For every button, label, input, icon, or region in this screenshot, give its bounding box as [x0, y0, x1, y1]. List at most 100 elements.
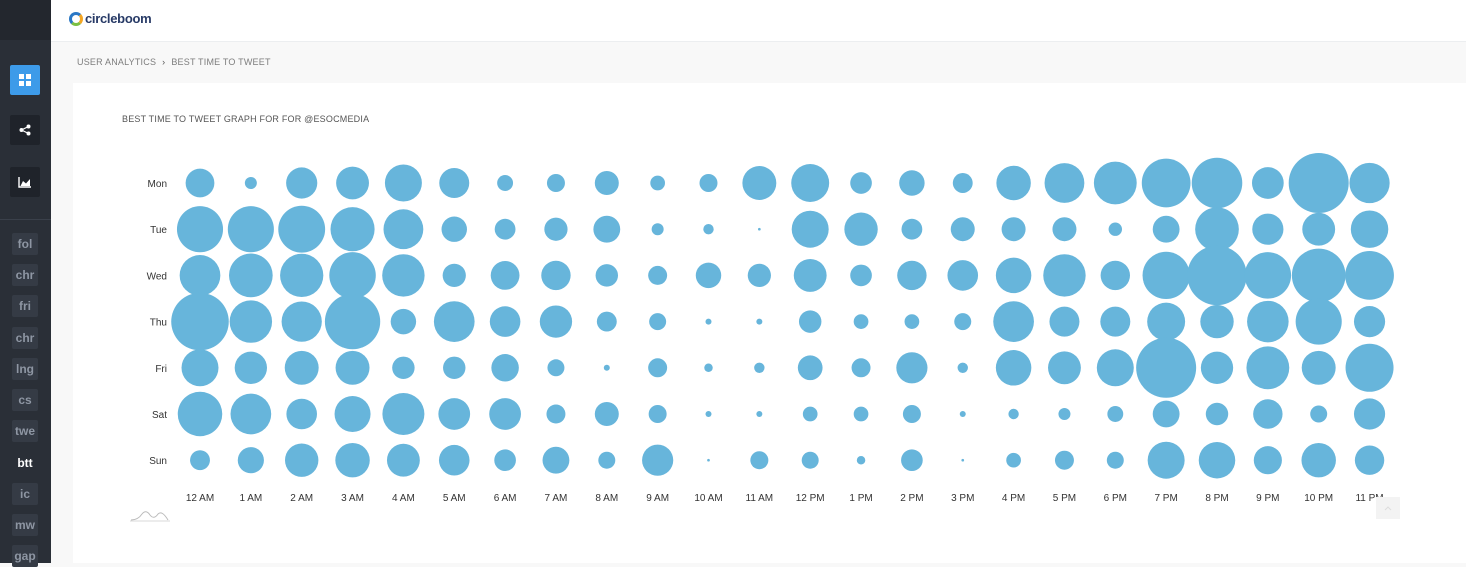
bubble-fri-8am[interactable] — [603, 364, 610, 371]
bubble-mon-8am[interactable] — [594, 171, 619, 195]
bubble-sun-5am[interactable] — [438, 444, 470, 476]
sidebar-tag-chr[interactable]: chr — [12, 264, 38, 286]
bubble-tue-5am[interactable] — [441, 216, 467, 242]
bubble-sun-12pm[interactable] — [801, 451, 819, 469]
bubble-fri-6pm[interactable] — [1096, 349, 1134, 387]
bubble-thu-8pm[interactable] — [1200, 304, 1234, 339]
bubble-sat-5pm[interactable] — [1058, 408, 1071, 420]
bubble-mon-4am[interactable] — [384, 164, 422, 202]
bubble-fri-1am[interactable] — [234, 351, 268, 384]
bubble-tue-7pm[interactable] — [1152, 215, 1180, 243]
bubble-mon-3am[interactable] — [336, 166, 369, 200]
bubble-wed-11am[interactable] — [747, 263, 771, 288]
bubble-wed-4am[interactable] — [382, 254, 425, 297]
bubble-sat-3am[interactable] — [334, 396, 371, 432]
bubble-sun-4am[interactable] — [386, 443, 420, 477]
bubble-fri-3am[interactable] — [335, 350, 370, 385]
bubble-fri-6am[interactable] — [491, 354, 519, 382]
bubble-fri-9pm[interactable] — [1246, 346, 1290, 390]
bubble-fri-5am[interactable] — [443, 356, 466, 380]
bubble-sun-8pm[interactable] — [1198, 441, 1236, 479]
bubble-wed-5am[interactable] — [442, 263, 466, 288]
bubble-wed-6pm[interactable] — [1100, 260, 1131, 291]
bubble-sun-10am[interactable] — [707, 458, 710, 462]
bubble-mon-5pm[interactable] — [1044, 163, 1085, 203]
bubble-fri-7am[interactable] — [547, 359, 565, 377]
bubble-wed-9pm[interactable] — [1244, 252, 1292, 299]
bubble-tue-6pm[interactable] — [1108, 222, 1123, 236]
bubble-thu-9am[interactable] — [649, 313, 667, 331]
bubble-mon-10pm[interactable] — [1288, 153, 1349, 213]
bubble-sat-7pm[interactable] — [1152, 400, 1180, 428]
bubble-mon-2am[interactable] — [286, 167, 318, 199]
bubble-thu-10am[interactable] — [705, 318, 712, 325]
bubble-sun-6pm[interactable] — [1106, 451, 1124, 469]
bubble-thu-12pm[interactable] — [798, 310, 822, 333]
bubble-wed-7pm[interactable] — [1142, 251, 1190, 300]
analytics-button[interactable] — [10, 167, 40, 197]
bubble-thu-11pm[interactable] — [1353, 306, 1386, 338]
bubble-thu-6pm[interactable] — [1100, 306, 1131, 337]
bubble-thu-8am[interactable] — [596, 311, 617, 332]
bubble-fri-1pm[interactable] — [851, 358, 871, 378]
bubble-thu-4pm[interactable] — [993, 301, 1034, 342]
bubble-wed-12am[interactable] — [179, 255, 221, 296]
bubble-mon-6am[interactable] — [497, 175, 514, 191]
bubble-sun-2pm[interactable] — [901, 449, 923, 472]
bubble-wed-2pm[interactable] — [897, 260, 927, 291]
sidebar-tag-lng[interactable]: lng — [12, 358, 38, 380]
bubble-sun-9pm[interactable] — [1253, 446, 1282, 475]
bubble-sat-12pm[interactable] — [802, 406, 818, 422]
sidebar-tag-twe[interactable]: twe — [12, 420, 38, 442]
bubble-thu-5pm[interactable] — [1049, 306, 1080, 337]
bubble-sat-4pm[interactable] — [1008, 408, 1019, 420]
bubble-mon-11am[interactable] — [742, 166, 777, 200]
bubble-mon-9am[interactable] — [650, 175, 666, 191]
dashboard-button[interactable] — [10, 65, 40, 95]
bubble-wed-8pm[interactable] — [1187, 245, 1247, 306]
bubble-sat-6am[interactable] — [489, 398, 521, 430]
bubble-tue-4am[interactable] — [383, 209, 424, 250]
bubble-mon-2pm[interactable] — [899, 170, 925, 196]
bubble-wed-8am[interactable] — [595, 264, 619, 287]
bubble-sat-7am[interactable] — [546, 404, 566, 424]
bubble-sat-6pm[interactable] — [1107, 406, 1124, 422]
breadcrumb-parent[interactable]: USER ANALYTICS — [77, 57, 157, 67]
bubble-tue-2am[interactable] — [278, 205, 326, 253]
bubble-tue-4pm[interactable] — [1001, 217, 1026, 242]
bubble-wed-3am[interactable] — [329, 252, 376, 299]
bubble-wed-3pm[interactable] — [947, 260, 979, 291]
bubble-mon-1pm[interactable] — [850, 172, 872, 194]
bubble-tue-10pm[interactable] — [1302, 212, 1336, 246]
bubble-tue-11am[interactable] — [758, 227, 761, 231]
bubble-fri-10am[interactable] — [704, 363, 713, 373]
bubble-thu-7pm[interactable] — [1147, 302, 1186, 341]
bubble-sun-11am[interactable] — [750, 451, 769, 470]
bubble-tue-8am[interactable] — [593, 215, 621, 243]
bubble-fri-12pm[interactable] — [797, 355, 823, 381]
bubble-sat-4am[interactable] — [382, 393, 425, 435]
bubble-sun-6am[interactable] — [494, 449, 516, 472]
bubble-wed-1pm[interactable] — [850, 264, 872, 287]
sidebar-tag-cs[interactable]: cs — [12, 389, 38, 411]
sidebar-tag-fol[interactable]: fol — [12, 233, 38, 255]
bubble-sun-3am[interactable] — [335, 442, 370, 478]
bubble-sat-11pm[interactable] — [1353, 398, 1386, 430]
bubble-tue-10am[interactable] — [703, 224, 714, 235]
bubble-tue-1pm[interactable] — [844, 212, 878, 246]
bubble-tue-12am[interactable] — [176, 206, 224, 253]
bubble-wed-10am[interactable] — [695, 262, 722, 289]
bubble-tue-9am[interactable] — [651, 223, 664, 236]
bubble-sun-12am[interactable] — [190, 450, 210, 471]
bubble-sun-7pm[interactable] — [1147, 441, 1185, 479]
bubble-wed-5pm[interactable] — [1043, 254, 1086, 297]
bubble-thu-4am[interactable] — [390, 308, 417, 335]
sidebar-tag-btt[interactable]: btt — [17, 456, 33, 470]
scroll-top-button[interactable] — [1376, 497, 1400, 519]
bubble-fri-10pm[interactable] — [1301, 350, 1336, 385]
bubble-tue-3am[interactable] — [330, 207, 375, 252]
bubble-mon-5am[interactable] — [439, 168, 470, 198]
bubble-mon-12am[interactable] — [185, 168, 215, 198]
bubble-mon-3pm[interactable] — [952, 173, 973, 193]
bubble-fri-4pm[interactable] — [995, 350, 1032, 386]
